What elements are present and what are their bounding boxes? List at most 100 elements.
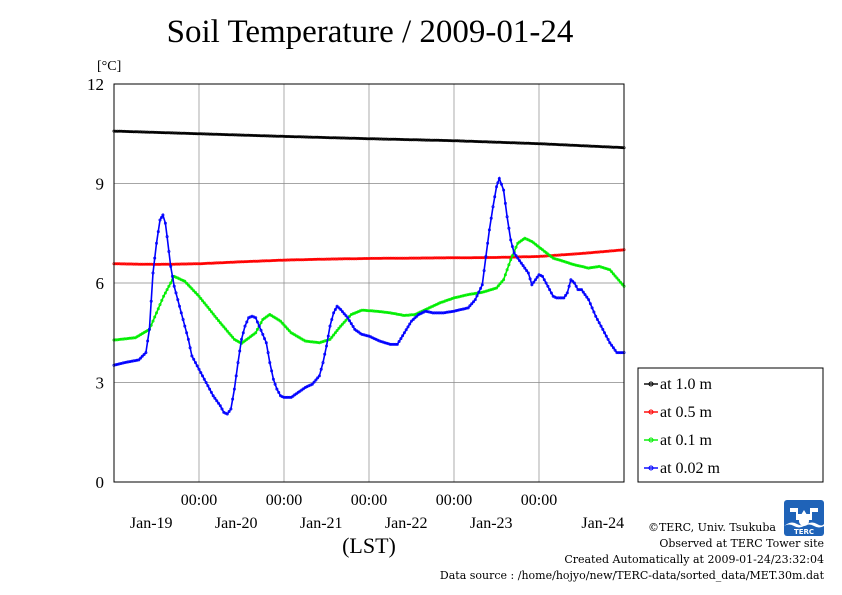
data-point xyxy=(585,251,589,255)
data-point xyxy=(519,141,523,145)
data-point xyxy=(381,310,385,314)
data-point xyxy=(208,261,212,265)
data-point xyxy=(301,258,305,262)
data-point xyxy=(572,281,576,285)
data-point xyxy=(185,131,189,135)
data-point xyxy=(209,310,213,314)
data-point xyxy=(234,260,238,264)
data-point xyxy=(337,306,341,310)
data-point xyxy=(424,138,428,142)
data-point xyxy=(201,299,205,303)
data-point xyxy=(411,256,415,260)
data-point xyxy=(530,255,534,259)
data-point xyxy=(139,356,143,360)
data-point xyxy=(218,132,222,136)
data-point xyxy=(259,321,263,325)
data-point xyxy=(445,298,449,302)
data-point xyxy=(144,262,148,266)
data-point xyxy=(362,256,366,260)
data-point xyxy=(126,360,130,364)
data-point xyxy=(137,130,141,134)
data-point xyxy=(278,134,282,138)
data-point xyxy=(480,290,484,294)
data-point xyxy=(252,259,256,263)
data-point xyxy=(344,136,348,140)
data-point xyxy=(255,320,259,324)
plot-frame xyxy=(113,83,625,483)
data-point xyxy=(443,139,447,143)
data-point xyxy=(590,251,594,255)
data-point xyxy=(608,341,612,345)
data-point xyxy=(390,311,394,315)
data-point xyxy=(454,139,458,143)
data-point xyxy=(204,261,208,265)
data-point xyxy=(381,340,385,344)
data-point xyxy=(349,136,353,140)
data-point xyxy=(525,255,529,259)
data-point xyxy=(562,143,566,147)
data-point xyxy=(178,304,182,308)
data-point xyxy=(162,262,166,266)
data-point xyxy=(601,265,605,269)
data-point xyxy=(319,340,323,344)
data-point xyxy=(542,249,546,253)
data-point xyxy=(161,213,165,217)
data-point xyxy=(477,140,481,144)
data-point xyxy=(402,331,406,335)
data-point xyxy=(562,296,566,300)
data-point xyxy=(539,254,543,258)
data-point xyxy=(340,257,344,261)
data-point xyxy=(194,132,198,136)
data-point xyxy=(494,140,498,144)
data-point xyxy=(353,136,357,140)
data-point xyxy=(139,130,143,134)
data-point xyxy=(592,265,596,269)
data-point xyxy=(202,377,206,381)
data-point xyxy=(471,292,475,296)
data-point xyxy=(590,306,594,310)
data-point xyxy=(432,311,436,315)
data-point xyxy=(376,309,380,313)
data-point xyxy=(572,143,576,147)
data-point xyxy=(579,288,583,292)
data-point xyxy=(349,322,353,326)
data-point xyxy=(369,309,373,313)
data-point xyxy=(213,261,217,265)
data-point xyxy=(362,333,366,337)
data-point xyxy=(491,287,495,291)
data-point xyxy=(496,140,500,144)
data-point xyxy=(351,136,355,140)
data-point xyxy=(190,354,194,358)
data-point xyxy=(583,265,587,269)
data-point xyxy=(213,132,217,136)
data-point xyxy=(305,339,309,343)
data-point xyxy=(225,329,229,333)
data-point xyxy=(597,145,601,149)
data-point xyxy=(169,131,173,135)
data-point xyxy=(353,257,357,261)
data-point xyxy=(429,256,433,260)
data-point xyxy=(342,136,346,140)
data-point xyxy=(606,267,610,271)
data-point xyxy=(540,254,544,258)
data-point xyxy=(232,260,236,264)
data-point xyxy=(351,312,355,316)
data-point xyxy=(526,271,530,275)
data-point xyxy=(158,262,162,266)
data-point xyxy=(137,358,141,362)
data-point xyxy=(601,145,605,149)
data-point xyxy=(618,280,622,284)
data-point xyxy=(330,136,334,140)
data-point xyxy=(482,269,486,273)
data-point xyxy=(294,135,298,139)
data-point xyxy=(615,276,619,280)
data-point xyxy=(526,141,530,145)
data-point xyxy=(155,262,159,266)
data-point xyxy=(549,291,553,295)
data-point xyxy=(163,291,167,295)
x-tick-date-label: Jan-19 xyxy=(130,515,173,532)
data-point xyxy=(606,145,610,149)
data-point xyxy=(213,314,217,318)
data-point xyxy=(617,145,621,149)
data-point xyxy=(300,135,304,139)
